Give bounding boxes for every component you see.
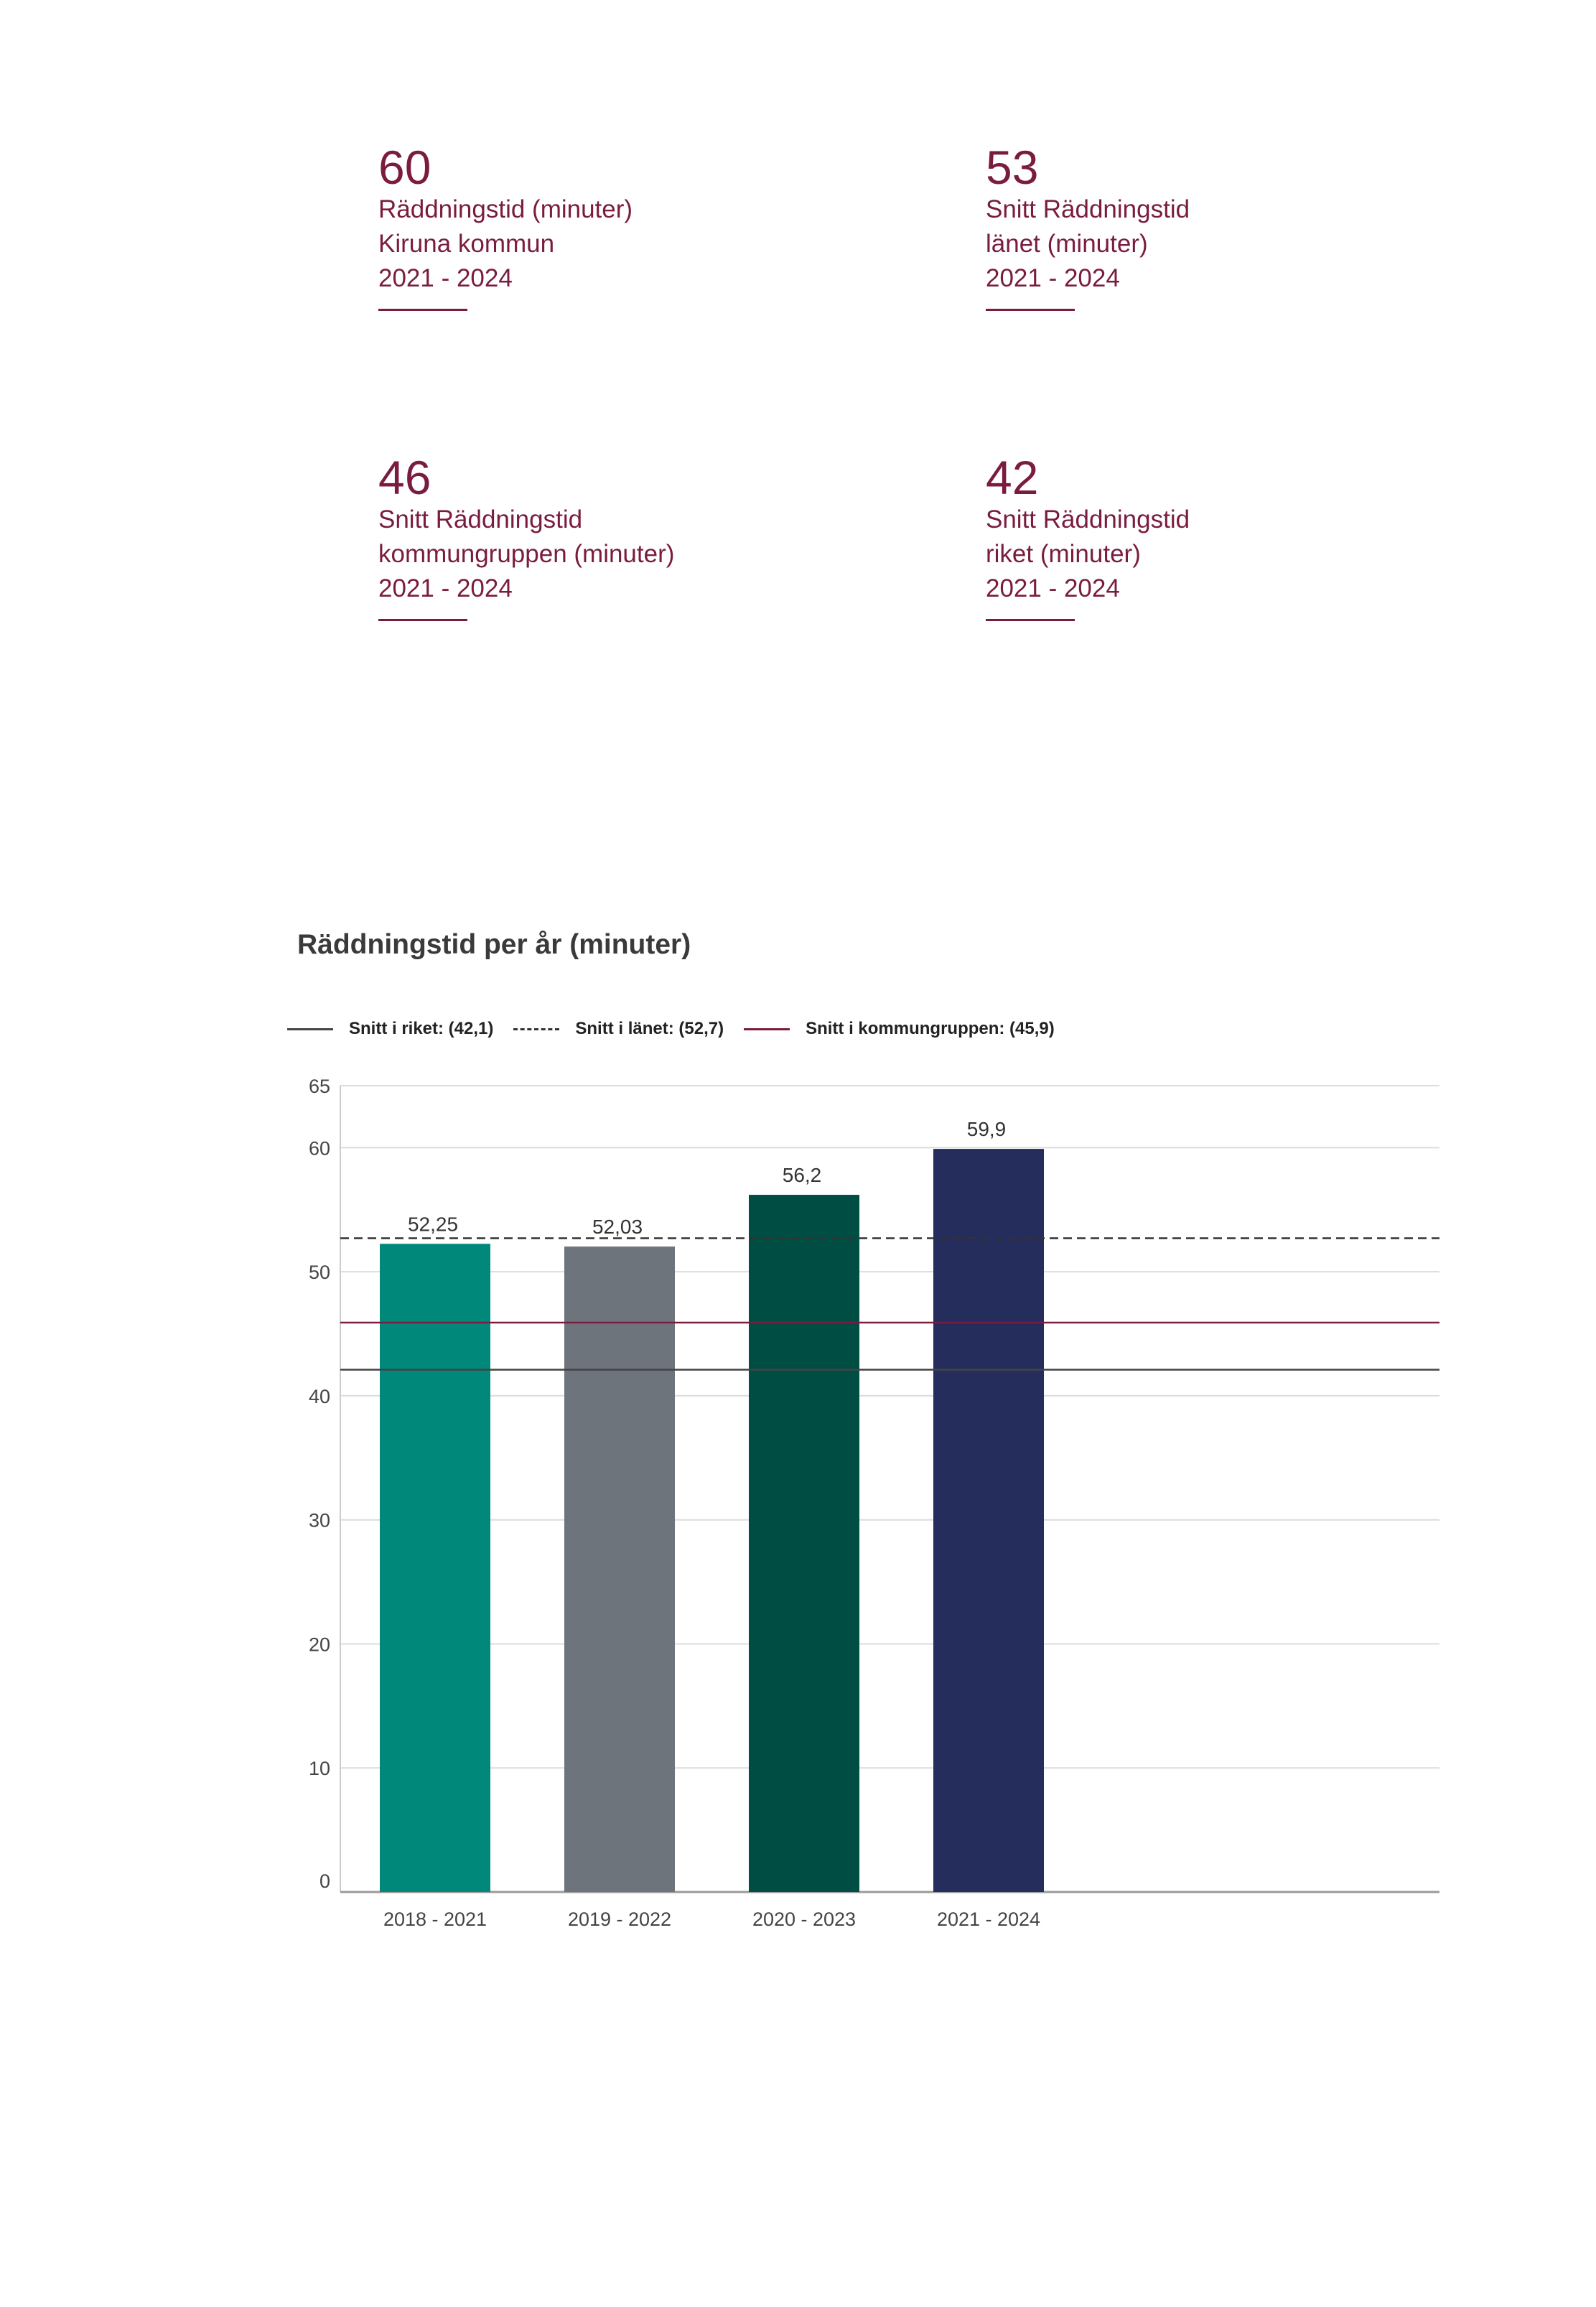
y-tick-label: 65 [309,1076,330,1097]
bar [564,1246,675,1892]
kpi-label-line: Kiruna kommun [378,230,555,258]
reference-line-layer [340,1237,1439,1371]
kpi-label-line: 2021 - 2024 [986,264,1120,292]
bar-value-label: 52,25 [408,1213,458,1235]
y-tick-label: 60 [309,1137,330,1159]
legend-label: Snitt i riket: (42,1) [349,1019,494,1038]
chart-legend: Snitt i riket: (42,1) Snitt i länet: (52… [287,1015,1075,1043]
kpi-label-line: 2021 - 2024 [378,264,513,292]
grid-layer [340,1085,1439,1893]
kpi-label-line: 2021 - 2024 [378,574,513,602]
y-tick-label: 0 [319,1870,330,1892]
label-layer: 0 10 20 30 40 50 60 65 52,25 2018 - 2021 52,03 2019… [309,1076,1040,1930]
kpi-lanet: 53 Snitt Räddningstid länet (minuter) 20… [986,142,1190,311]
kpi-label-line: Snitt Räddningstid [986,195,1190,223]
kpi-riket: 42 Snitt Räddningstid riket (minuter) 20… [986,452,1190,621]
kpi-label-line: Snitt Räddningstid [378,505,583,533]
bar [380,1244,490,1892]
bar-value-label: 52,03 [592,1216,643,1238]
x-tick-label: 2018 - 2021 [383,1908,487,1930]
kpi-label-line: riket (minuter) [986,540,1141,568]
kpi-value: 42 [986,451,1039,504]
y-tick-label: 10 [309,1758,330,1779]
x-tick-label: 2019 - 2022 [568,1908,671,1930]
chart-title: Räddningstid per år (minuter) [297,929,691,960]
kpi-underline [986,619,1075,621]
legend-item-riket: Snitt i riket: (42,1) [287,1019,493,1039]
kpi-label-line: Räddningstid (minuter) [378,195,633,223]
y-tick-label: 40 [309,1386,330,1407]
kpi-value: 46 [378,451,431,504]
bar-value-label: 56,2 [783,1164,822,1186]
x-tick-label: 2021 - 2024 [937,1908,1040,1930]
bar-value-label: 59,9 [967,1118,1007,1140]
legend-swatch [287,1027,333,1030]
kpi-label-line: länet (minuter) [986,230,1148,258]
legend-item-kommungruppen: Snitt i kommungruppen: (45,9) [744,1019,1055,1039]
bar [749,1195,859,1892]
legend-label: Snitt i länet: (52,7) [575,1019,724,1038]
kpi-underline [378,619,467,621]
bar-layer [380,1149,1044,1892]
kpi-label-line: Snitt Räddningstid [986,505,1190,533]
y-tick-label: 20 [309,1633,330,1655]
legend-item-lanet: Snitt i länet: (52,7) [513,1019,724,1039]
kpi-kiruna: 60 Räddningstid (minuter) Kiruna kommun … [378,142,633,311]
y-tick-label: 30 [309,1510,330,1532]
kpi-underline [986,309,1075,311]
legend-swatch [744,1027,790,1030]
x-tick-label: 2020 - 2023 [752,1908,856,1930]
kpi-underline [378,309,467,311]
kpi-kommungruppen: 46 Snitt Räddningstid kommungruppen (min… [378,452,674,621]
kpi-label-line: 2021 - 2024 [986,574,1120,602]
legend-swatch [513,1027,560,1030]
kpi-label-line: kommungruppen (minuter) [378,540,675,568]
bar [933,1149,1044,1892]
kpi-value: 53 [986,141,1039,194]
legend-label: Snitt i kommungruppen: (45,9) [806,1019,1055,1038]
kpi-value: 60 [378,141,431,194]
y-tick-label: 50 [309,1262,330,1283]
